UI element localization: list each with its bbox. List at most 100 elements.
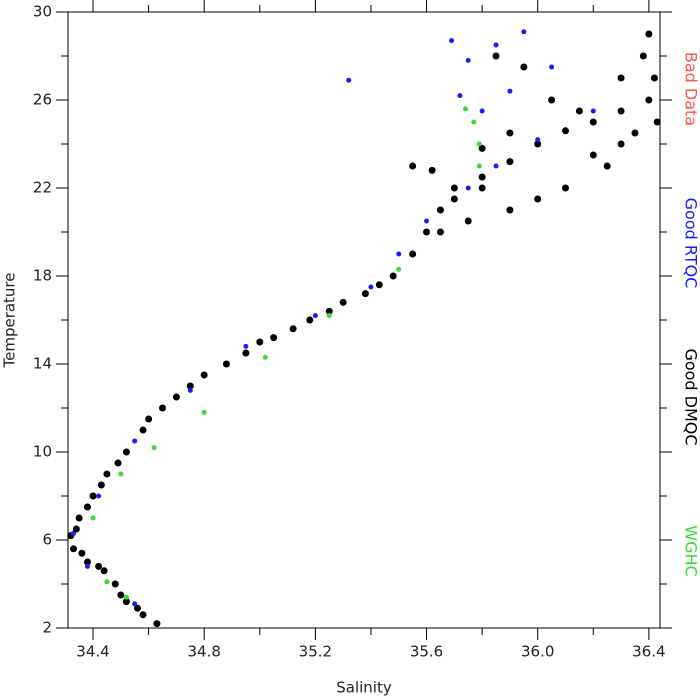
data-point bbox=[589, 118, 597, 126]
data-point bbox=[71, 530, 77, 536]
data-point bbox=[122, 598, 130, 606]
y-axis-label: Temperature bbox=[1, 272, 19, 368]
data-point bbox=[506, 129, 514, 137]
data-point bbox=[464, 217, 472, 225]
data-point bbox=[650, 74, 658, 82]
data-point bbox=[256, 338, 264, 346]
data-point bbox=[118, 471, 124, 477]
data-point bbox=[151, 445, 157, 451]
data-point bbox=[389, 272, 397, 280]
data-point bbox=[549, 64, 555, 70]
data-point bbox=[520, 63, 528, 71]
data-point bbox=[521, 29, 527, 35]
data-point bbox=[396, 251, 402, 257]
data-point bbox=[476, 163, 482, 169]
data-point bbox=[562, 184, 570, 192]
data-point bbox=[243, 343, 249, 349]
data-point bbox=[96, 493, 102, 499]
x-axis-label: Salinity bbox=[336, 679, 392, 697]
data-point bbox=[368, 284, 374, 290]
data-point bbox=[478, 173, 486, 181]
y-tick-label: 6 bbox=[42, 531, 52, 549]
data-point bbox=[424, 218, 430, 224]
data-point bbox=[306, 316, 314, 324]
data-point bbox=[617, 74, 625, 82]
data-point bbox=[449, 38, 455, 44]
y-tick-label: 10 bbox=[33, 443, 52, 461]
data-point bbox=[631, 129, 639, 137]
data-point bbox=[590, 108, 596, 114]
data-point bbox=[133, 604, 141, 612]
data-point bbox=[114, 459, 122, 467]
data-point bbox=[270, 334, 278, 342]
data-point bbox=[346, 77, 352, 83]
data-point bbox=[326, 313, 332, 319]
data-point bbox=[111, 580, 119, 588]
x-tick-label: 36.0 bbox=[521, 643, 554, 661]
data-point bbox=[465, 57, 471, 63]
data-point bbox=[471, 119, 477, 125]
data-point bbox=[507, 88, 513, 94]
data-point bbox=[95, 562, 103, 570]
data-point bbox=[436, 206, 444, 214]
data-point bbox=[506, 158, 514, 166]
data-point bbox=[375, 281, 383, 289]
x-tick-label: 36.4 bbox=[632, 643, 665, 661]
data-point bbox=[339, 298, 347, 306]
data-point bbox=[562, 127, 570, 135]
data-point bbox=[83, 558, 91, 566]
data-point bbox=[493, 42, 499, 48]
data-point bbox=[478, 184, 486, 192]
data-point bbox=[312, 313, 318, 319]
data-point bbox=[493, 163, 499, 169]
data-point bbox=[145, 415, 153, 423]
legend-label: Bad Data bbox=[682, 52, 700, 126]
data-point bbox=[139, 426, 147, 434]
data-point bbox=[535, 137, 541, 143]
data-point bbox=[492, 52, 500, 60]
legend-label: Good RTQC bbox=[682, 198, 700, 289]
data-point bbox=[139, 611, 147, 619]
data-point bbox=[476, 141, 482, 147]
data-point bbox=[75, 514, 83, 522]
y-tick-label: 22 bbox=[33, 179, 52, 197]
data-point bbox=[222, 360, 230, 368]
data-point bbox=[172, 393, 180, 401]
data-point bbox=[201, 409, 207, 415]
data-point bbox=[457, 93, 463, 99]
data-point bbox=[262, 354, 268, 360]
data-point bbox=[97, 481, 105, 489]
data-point bbox=[617, 107, 625, 115]
x-tick-label: 35.6 bbox=[410, 643, 443, 661]
data-point bbox=[325, 307, 333, 315]
data-point bbox=[186, 382, 194, 390]
data-point bbox=[639, 52, 647, 60]
data-point bbox=[534, 140, 542, 148]
data-point bbox=[132, 438, 138, 444]
data-point bbox=[153, 620, 161, 628]
data-point bbox=[465, 185, 471, 191]
data-point bbox=[462, 106, 468, 112]
data-point bbox=[534, 195, 542, 203]
data-point bbox=[423, 228, 431, 236]
data-point bbox=[72, 525, 80, 533]
data-point bbox=[603, 162, 611, 170]
data-point bbox=[78, 549, 86, 557]
data-point bbox=[187, 387, 193, 393]
data-point bbox=[645, 30, 653, 38]
data-point bbox=[645, 96, 653, 104]
data-point bbox=[123, 594, 129, 600]
data-point bbox=[506, 206, 514, 214]
data-point bbox=[479, 108, 485, 114]
data-point bbox=[478, 144, 486, 152]
data-point bbox=[361, 290, 369, 298]
y-tick-label: 14 bbox=[33, 355, 52, 373]
y-tick-label: 18 bbox=[33, 267, 52, 285]
data-point bbox=[289, 325, 297, 333]
data-point bbox=[122, 448, 130, 456]
plot-frame bbox=[67, 11, 661, 629]
data-point bbox=[617, 140, 625, 148]
y-tick-label: 26 bbox=[33, 91, 52, 109]
data-point bbox=[589, 151, 597, 159]
